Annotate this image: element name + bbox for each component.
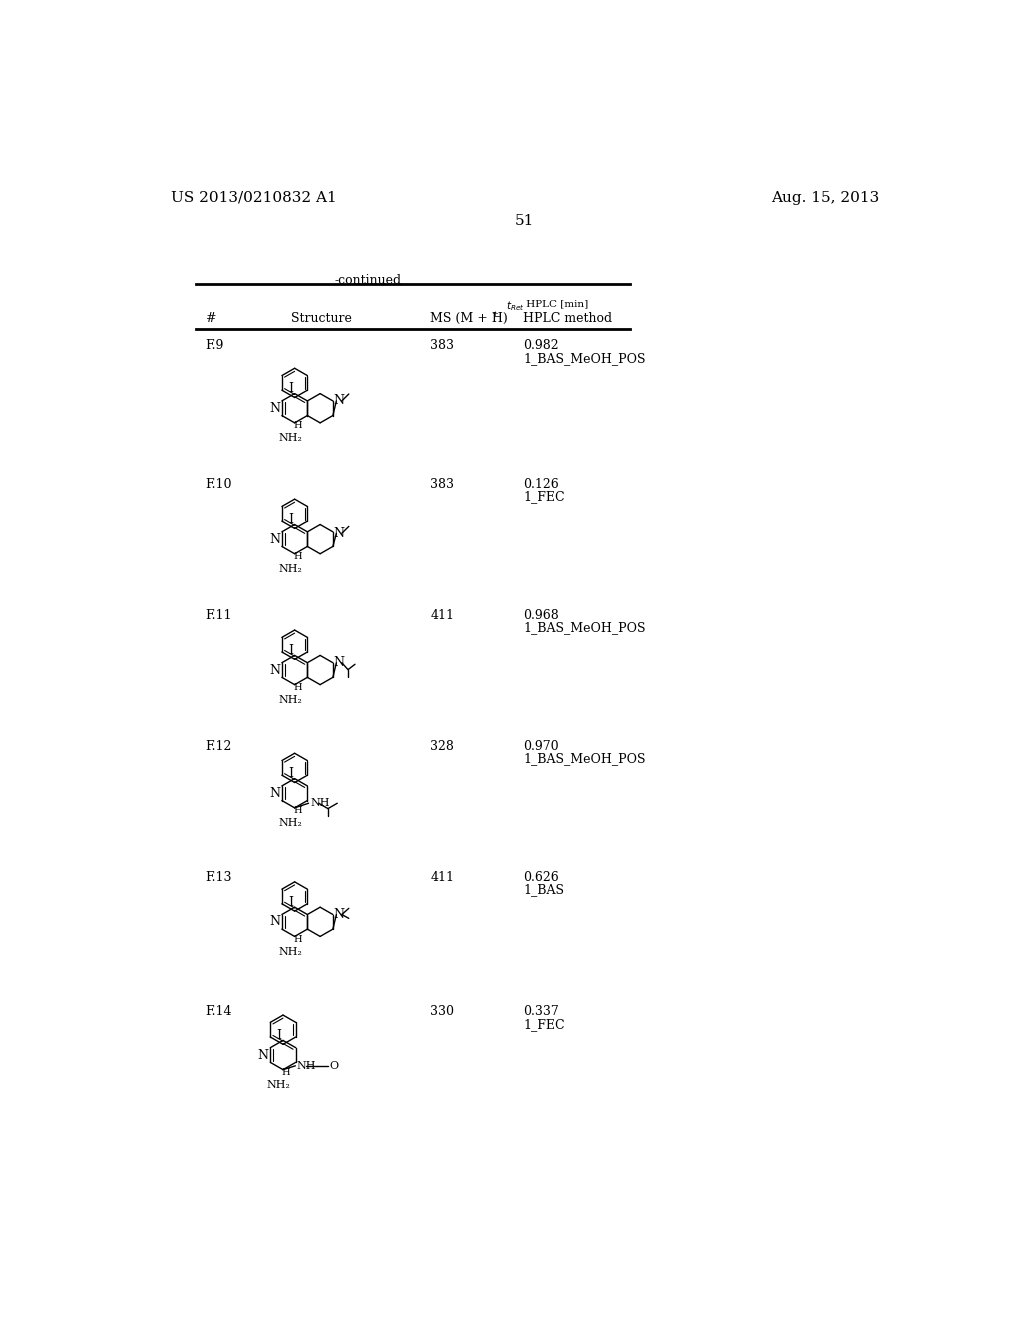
Text: N: N [269,401,280,414]
Text: NH₂: NH₂ [266,1080,290,1090]
Text: I: I [288,383,293,395]
Text: N: N [257,1048,268,1061]
Text: H: H [294,421,302,430]
Text: N: N [269,664,280,677]
Text: 383: 383 [430,478,455,491]
Text: I: I [288,767,293,780]
Text: NH₂: NH₂ [279,946,302,957]
Text: F.10: F.10 [206,478,232,491]
Text: Structure: Structure [291,313,352,326]
Text: 0.968: 0.968 [523,609,559,622]
Text: -continued: -continued [335,275,401,286]
Text: 1_FEC: 1_FEC [523,490,565,503]
Text: 0.626: 0.626 [523,871,559,883]
Text: N: N [333,527,344,540]
Text: N: N [269,915,280,928]
Text: NH₂: NH₂ [279,433,302,444]
Text: HPLC method: HPLC method [523,313,612,326]
Text: Aug. 15, 2013: Aug. 15, 2013 [771,191,880,205]
Text: F.13: F.13 [206,871,232,883]
Text: F.12: F.12 [206,739,231,752]
Text: N: N [333,656,344,669]
Text: #: # [206,313,216,326]
Text: 51: 51 [515,214,535,228]
Text: 330: 330 [430,1006,455,1019]
Text: 1_FEC: 1_FEC [523,1018,565,1031]
Text: N: N [269,787,280,800]
Text: HPLC [min]: HPLC [min] [523,300,589,309]
Text: 383: 383 [430,339,455,352]
Text: I: I [276,1030,282,1041]
Text: 1_BAS_MeOH_POS: 1_BAS_MeOH_POS [523,622,646,634]
Text: F.11: F.11 [206,609,232,622]
Text: 0.970: 0.970 [523,739,559,752]
Text: 411: 411 [430,609,455,622]
Text: H: H [294,935,302,944]
Text: O: O [330,1061,339,1071]
Text: 0.337: 0.337 [523,1006,559,1019]
Text: NH₂: NH₂ [279,564,302,574]
Text: H: H [294,552,302,561]
Text: I: I [288,896,293,908]
Text: H: H [294,684,302,692]
Text: I: I [288,644,293,657]
Text: MS (M + H): MS (M + H) [430,313,508,326]
Text: 1_BAS_MeOH_POS: 1_BAS_MeOH_POS [523,752,646,766]
Text: NH₂: NH₂ [279,696,302,705]
Text: +: + [492,310,499,318]
Text: N: N [269,533,280,545]
Text: 0.126: 0.126 [523,478,559,491]
Text: I: I [288,513,293,527]
Text: N: N [333,395,344,408]
Text: F.14: F.14 [206,1006,232,1019]
Text: US 2013/0210832 A1: US 2013/0210832 A1 [171,191,336,205]
Text: H: H [294,807,302,816]
Text: N: N [333,908,344,921]
Text: NH: NH [310,799,330,808]
Text: 328: 328 [430,739,454,752]
Text: 411: 411 [430,871,455,883]
Text: 1_BAS: 1_BAS [523,883,564,896]
Text: 1_BAS_MeOH_POS: 1_BAS_MeOH_POS [523,351,646,364]
Text: H: H [282,1068,291,1077]
Text: 0.982: 0.982 [523,339,559,352]
Text: F.9: F.9 [206,339,224,352]
Text: $t_{Ret}$: $t_{Ret}$ [506,300,525,313]
Text: NH₂: NH₂ [279,818,302,828]
Text: NH: NH [297,1061,316,1071]
